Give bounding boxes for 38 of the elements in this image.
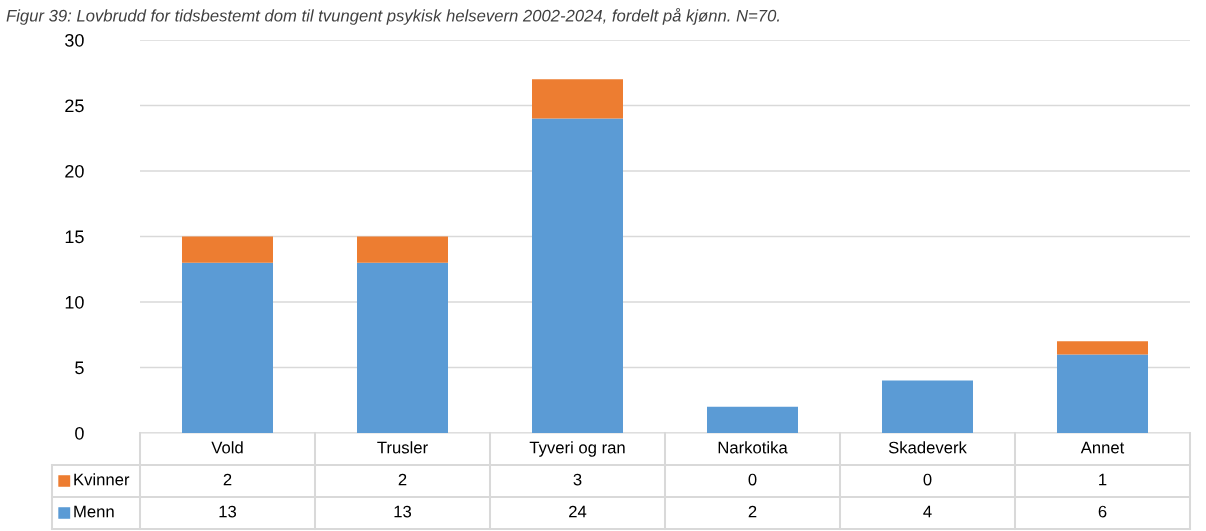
data-label: 4	[923, 505, 932, 518]
x-tick-label: Annet	[1080, 441, 1125, 454]
bar	[532, 79, 623, 119]
x-tick-label: Tyveri og ran	[529, 441, 625, 457]
x-tick-label: Vold	[211, 441, 243, 454]
bar	[182, 236, 273, 263]
x-tick-label: Skadeverk	[888, 441, 967, 454]
data-label: 3	[573, 473, 582, 486]
bar	[357, 236, 448, 263]
bar	[882, 380, 973, 433]
bar	[1057, 341, 1148, 355]
y-tick-label: 25	[65, 99, 84, 113]
legend-label: Menn	[74, 505, 114, 518]
legend-label: Kvinner	[74, 473, 130, 486]
x-tick-label: Trusler	[377, 441, 428, 454]
data-label: 2	[748, 505, 757, 518]
bar	[532, 118, 623, 433]
bar	[357, 262, 448, 433]
data-label: 2	[398, 473, 407, 486]
data-label: 6	[1098, 505, 1107, 518]
data-label: 2	[223, 473, 232, 486]
y-tick-label: 0	[75, 426, 84, 440]
y-tick-label: 20	[65, 164, 84, 178]
bar	[1057, 354, 1148, 433]
data-label: 13	[219, 505, 237, 518]
data-label: 24	[569, 505, 587, 518]
data-label: 0	[923, 473, 932, 486]
y-tick-label: 15	[65, 230, 84, 244]
data-label: 0	[748, 473, 757, 486]
bar	[707, 406, 798, 433]
data-label: 1	[1099, 473, 1107, 486]
chart-title: Figur 39: Lovbrudd for tidsbestemt dom til tvungent psykisk helsevern 2002-2024, fordelt på kjønn. N=70.	[6, 7, 779, 25]
y-tick-label: 10	[65, 295, 84, 309]
y-tick-label: 5	[75, 361, 84, 375]
x-tick-label: Narkotika	[718, 441, 788, 454]
bar	[182, 262, 273, 433]
data-label: 13	[394, 505, 412, 518]
y-tick-label: 30	[65, 33, 84, 47]
